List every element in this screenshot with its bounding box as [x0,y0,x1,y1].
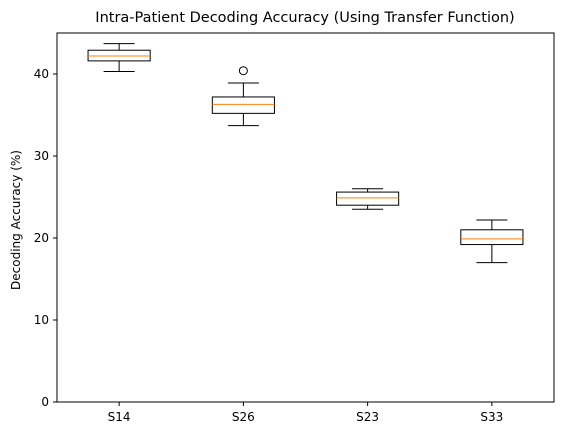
y-tick-label: 30 [34,149,49,163]
y-tick-label: 10 [34,313,49,327]
chart-title: Intra-Patient Decoding Accuracy (Using T… [95,10,514,26]
x-tick-label: S23 [356,410,379,424]
axes-frame [56,32,555,403]
x-tick-label: S14 [108,410,131,424]
box-iqr [336,191,400,206]
x-tick-label: S26 [232,410,255,424]
y-axis-label: Decoding Accuracy (%) [9,150,23,290]
y-tick-label: 20 [34,231,49,245]
box-iqr [460,229,524,246]
outlier-point [238,66,248,76]
y-tick-label: 0 [41,395,49,409]
plot-area: 0 10 20 30 40 S14 S26 S23 S33 [34,32,555,424]
y-tick-label: 40 [34,67,49,81]
box-iqr [211,96,275,114]
x-tick-label: S33 [480,410,503,424]
